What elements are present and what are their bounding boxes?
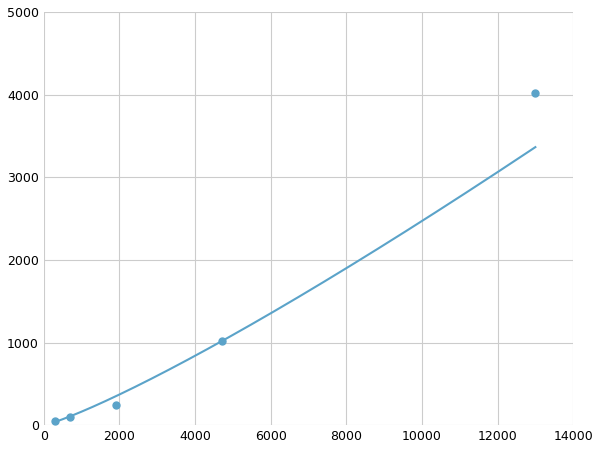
Point xyxy=(50,418,60,425)
Point xyxy=(530,90,540,97)
Point xyxy=(111,401,121,408)
Point xyxy=(65,414,75,421)
Point xyxy=(217,338,226,345)
